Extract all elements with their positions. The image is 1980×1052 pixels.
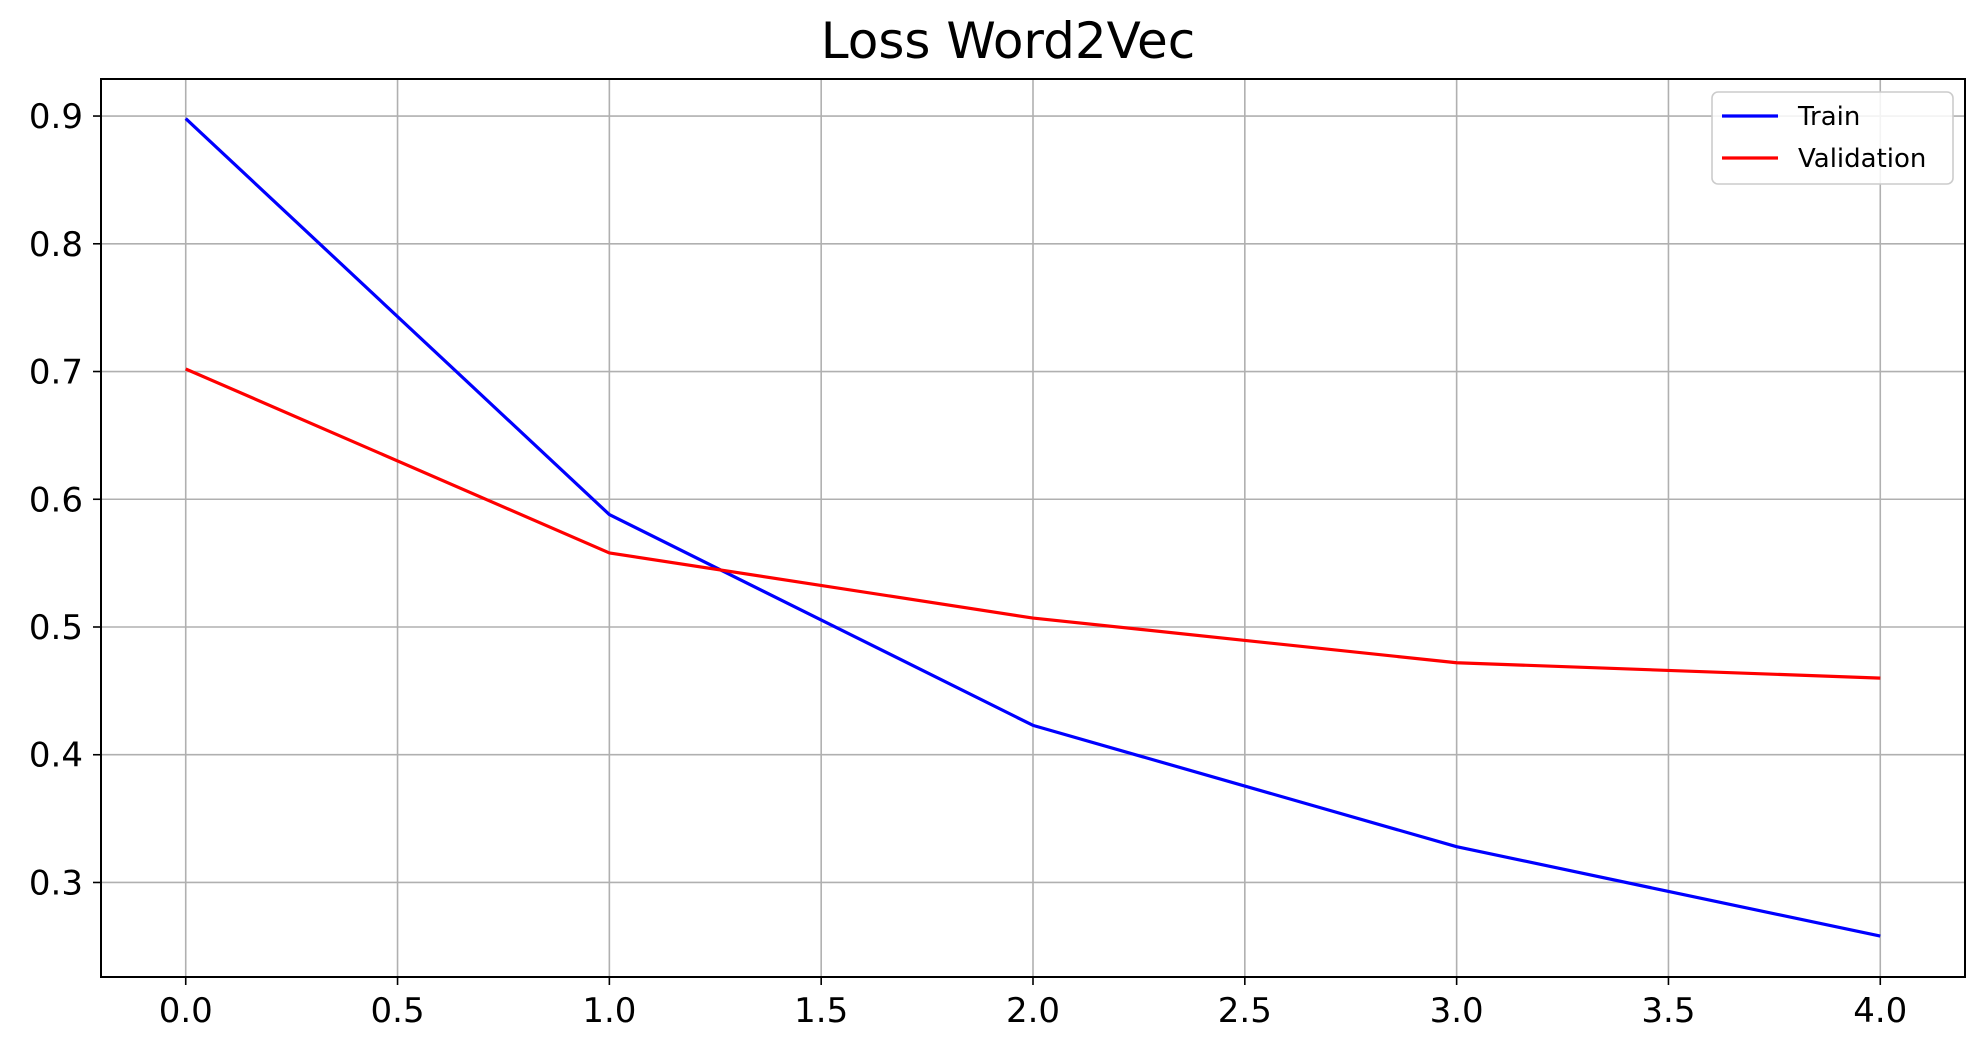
series-line-train [184,117,1881,938]
series-lines [184,117,1881,938]
x-tick-label: 0.5 [371,991,425,1031]
chart-title: Loss Word2Vec [821,12,1195,70]
y-tick-label: 0.9 [29,97,83,137]
y-tick-label: 0.7 [29,353,83,393]
y-tick-label: 0.3 [29,863,83,903]
x-tick-label: 0.0 [159,991,213,1031]
y-tick-label: 0.6 [29,480,83,520]
x-tick-label: 2.5 [1218,991,1272,1031]
y-tick-label: 0.5 [29,608,83,648]
x-tick-label: 3.5 [1641,991,1695,1031]
x-tick-label: 4.0 [1853,991,1907,1031]
x-tick-label: 3.0 [1430,991,1484,1031]
legend: Train Validation [1711,91,1954,185]
series-line-validation [185,367,1881,680]
grid [101,79,1965,977]
y-tick-label: 0.8 [29,225,83,265]
x-tick-label: 1.5 [794,991,848,1031]
axis-ticks: 0.0 0.5 1.0 1.5 2.0 2.5 3.0 3.5 4.0 0.3 0.4 0.5 0.6 0… [29,97,1907,1031]
x-tick-label: 1.0 [582,991,636,1031]
x-tick-label: 2.0 [1006,991,1060,1031]
y-tick-label: 0.4 [29,736,83,776]
legend-label-validation: Validation [1798,144,1926,174]
legend-label-train: Train [1797,102,1860,132]
